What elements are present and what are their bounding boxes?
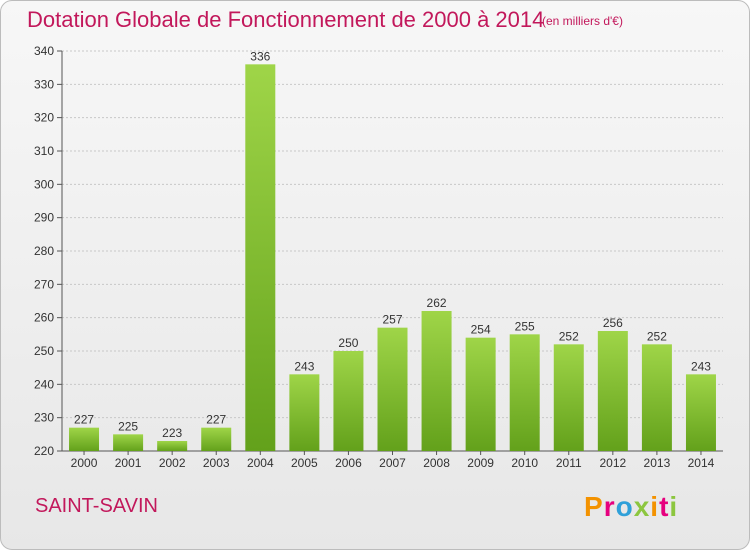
data-label-2010: 255 [515,319,535,333]
x-tick-label-2009: 2009 [467,456,494,470]
bar-2010 [509,334,540,451]
logo-letter: P [584,491,604,522]
bar-2000 [69,427,100,451]
x-tick-label-2003: 2003 [203,456,230,470]
logo-letter: i [669,491,679,522]
data-label-2005: 243 [294,359,314,373]
chart-unit: (en milliers d'€) [542,14,623,28]
bar-2014 [685,374,716,451]
data-label-2007: 257 [382,313,402,327]
x-tick-label-2000: 2000 [71,456,98,470]
x-tick-label-2007: 2007 [379,456,406,470]
y-tick-label: 240 [34,377,54,391]
y-tick-label: 310 [34,144,54,158]
bar-2012 [597,331,628,451]
data-label-2011: 252 [559,329,579,343]
bar-2013 [641,344,672,451]
y-tick-label: 220 [34,444,54,458]
data-label-2014: 243 [691,359,711,373]
bar-2004 [245,64,276,452]
data-label-2000: 227 [74,413,94,427]
logo-letter: i [650,491,660,522]
data-label-2009: 254 [471,323,491,337]
x-tick-label-2005: 2005 [291,456,318,470]
y-tick-label: 250 [34,344,54,358]
logo-letter: o [615,491,634,522]
bar-2005 [289,374,320,451]
y-tick-label: 320 [34,111,54,125]
data-label-2013: 252 [647,329,667,343]
x-tick-label-2002: 2002 [159,456,186,470]
y-tick-label: 300 [34,177,54,191]
data-label-2006: 250 [338,336,358,350]
y-tick-label: 330 [34,77,54,91]
bar-2009 [465,337,496,451]
x-tick-label-2013: 2013 [644,456,671,470]
x-tick-label-2004: 2004 [247,456,274,470]
chart-title: Dotation Globale de Fonctionnement de 20… [27,7,545,32]
commune-name: SAINT-SAVIN [35,495,158,517]
data-label-2002: 223 [162,426,182,440]
y-tick-label: 290 [34,211,54,225]
x-tick-label-2012: 2012 [599,456,626,470]
data-label-2004: 336 [250,49,270,63]
y-tick-label: 340 [34,44,54,58]
logo-letter: x [633,491,651,522]
bar-2006 [333,351,364,451]
bar-2003 [201,427,232,451]
y-tick-label: 280 [34,244,54,258]
x-tick-label-2014: 2014 [688,456,715,470]
bar-2007 [377,327,408,451]
bar-2011 [553,344,584,451]
proxiti-logo: Proxiti [584,491,678,523]
data-label-2012: 256 [603,316,623,330]
y-tick-label: 260 [34,311,54,325]
bar-2001 [113,434,144,451]
x-tick-label-2006: 2006 [335,456,362,470]
y-tick-label: 230 [34,411,54,425]
bar-2002 [157,441,188,451]
data-label-2008: 262 [427,296,447,310]
x-tick-label-2008: 2008 [423,456,450,470]
data-label-2001: 225 [118,419,138,433]
data-label-2003: 227 [206,413,226,427]
x-tick-label-2001: 2001 [115,456,142,470]
logo-letter: r [603,491,616,522]
logo-letter: t [659,491,670,522]
y-tick-label: 270 [34,277,54,291]
x-tick-label-2010: 2010 [511,456,538,470]
x-tick-label-2011: 2011 [556,456,582,470]
bar-2008 [421,311,452,451]
